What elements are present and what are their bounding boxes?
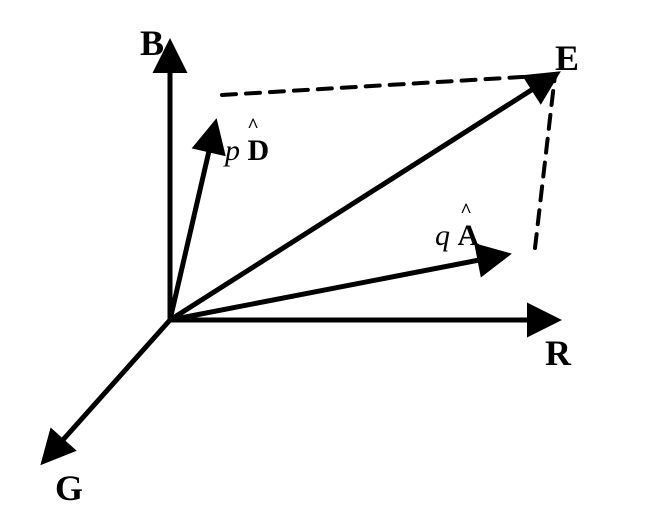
axis-g — [45, 320, 170, 460]
dashed-edge-a-to-e — [535, 75, 555, 248]
hat-d: ^ — [247, 115, 259, 137]
axis-label-b: B — [140, 23, 164, 63]
vector-diagram: BRGEp D^q A^ — [0, 0, 651, 506]
axis-label-g: G — [55, 468, 83, 506]
vector-label-e: E — [555, 38, 579, 78]
vector-label-d: p D — [223, 134, 269, 167]
dashed-edge-d-to-e — [222, 75, 555, 95]
axis-label-r: R — [545, 333, 572, 373]
vector-d — [170, 125, 215, 320]
hat-a: ^ — [460, 200, 472, 222]
vector-label-a: q A — [435, 219, 480, 252]
